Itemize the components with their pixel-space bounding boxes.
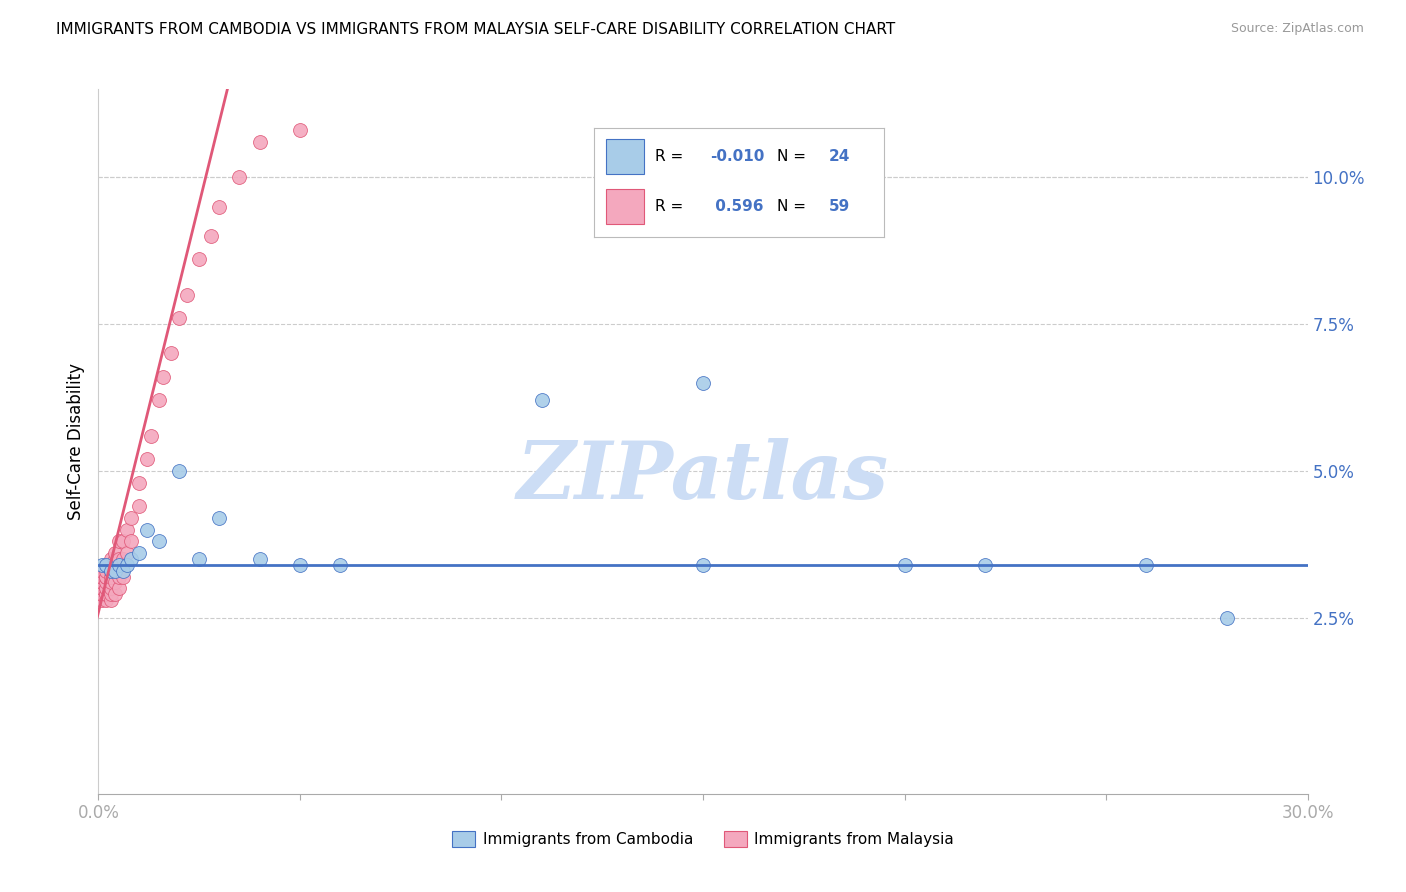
Point	[128, 475, 150, 490]
Point	[135, 523, 157, 537]
Point	[96, 564, 118, 578]
Point	[692, 376, 714, 390]
Point	[228, 170, 250, 185]
Point	[91, 575, 114, 590]
Point	[1216, 611, 1239, 625]
Point	[100, 593, 122, 607]
Point	[103, 564, 125, 578]
Point	[208, 511, 231, 525]
Point	[107, 558, 129, 572]
Point	[111, 552, 134, 566]
Point	[96, 593, 118, 607]
Point	[152, 370, 174, 384]
Point	[100, 558, 122, 572]
Point	[115, 523, 138, 537]
Point	[120, 534, 142, 549]
Point	[176, 287, 198, 301]
Point	[96, 582, 118, 596]
Point	[288, 558, 311, 572]
Point	[96, 569, 118, 583]
Point	[135, 452, 157, 467]
Point	[103, 546, 125, 560]
Point	[249, 552, 271, 566]
Point	[111, 569, 134, 583]
Point	[100, 582, 122, 596]
Text: ZIPatlas: ZIPatlas	[517, 438, 889, 516]
Point	[120, 552, 142, 566]
Point	[160, 346, 183, 360]
Point	[188, 552, 211, 566]
Point	[100, 587, 122, 601]
Point	[91, 587, 114, 601]
Point	[91, 569, 114, 583]
Point	[91, 593, 114, 607]
Point	[115, 546, 138, 560]
Point	[111, 534, 134, 549]
Point	[107, 534, 129, 549]
Point	[167, 311, 190, 326]
Point	[91, 569, 114, 583]
Point	[200, 229, 222, 244]
Point	[91, 564, 114, 578]
Point	[107, 582, 129, 596]
Point	[128, 546, 150, 560]
Point	[148, 534, 170, 549]
Point	[107, 552, 129, 566]
Text: IMMIGRANTS FROM CAMBODIA VS IMMIGRANTS FROM MALAYSIA SELF-CARE DISABILITY CORREL: IMMIGRANTS FROM CAMBODIA VS IMMIGRANTS F…	[56, 22, 896, 37]
Point	[96, 558, 118, 572]
Point	[893, 558, 915, 572]
Point	[128, 499, 150, 513]
Point	[288, 123, 311, 137]
Point	[188, 252, 211, 267]
Point	[96, 575, 118, 590]
Point	[91, 582, 114, 596]
Point	[208, 200, 231, 214]
Point	[100, 564, 122, 578]
Point	[96, 569, 118, 583]
Point	[167, 464, 190, 478]
Point	[96, 587, 118, 601]
Point	[107, 569, 129, 583]
Point	[115, 558, 138, 572]
Point	[148, 393, 170, 408]
Point	[974, 558, 997, 572]
Y-axis label: Self-Care Disability: Self-Care Disability	[66, 363, 84, 520]
Point	[329, 558, 352, 572]
Point	[96, 582, 118, 596]
Point	[692, 558, 714, 572]
Point	[91, 587, 114, 601]
Point	[111, 564, 134, 578]
Point	[103, 552, 125, 566]
Text: Source: ZipAtlas.com: Source: ZipAtlas.com	[1230, 22, 1364, 36]
Point	[249, 135, 271, 149]
Point	[139, 428, 162, 442]
Legend: Immigrants from Cambodia, Immigrants from Malaysia: Immigrants from Cambodia, Immigrants fro…	[446, 825, 960, 853]
Point	[530, 393, 553, 408]
Point	[103, 564, 125, 578]
Point	[100, 575, 122, 590]
Point	[91, 575, 114, 590]
Point	[91, 558, 114, 572]
Point	[1135, 558, 1157, 572]
Point	[103, 587, 125, 601]
Point	[100, 564, 122, 578]
Point	[100, 552, 122, 566]
Point	[96, 587, 118, 601]
Point	[91, 582, 114, 596]
Point	[120, 511, 142, 525]
Point	[100, 569, 122, 583]
Point	[103, 575, 125, 590]
Point	[96, 558, 118, 572]
